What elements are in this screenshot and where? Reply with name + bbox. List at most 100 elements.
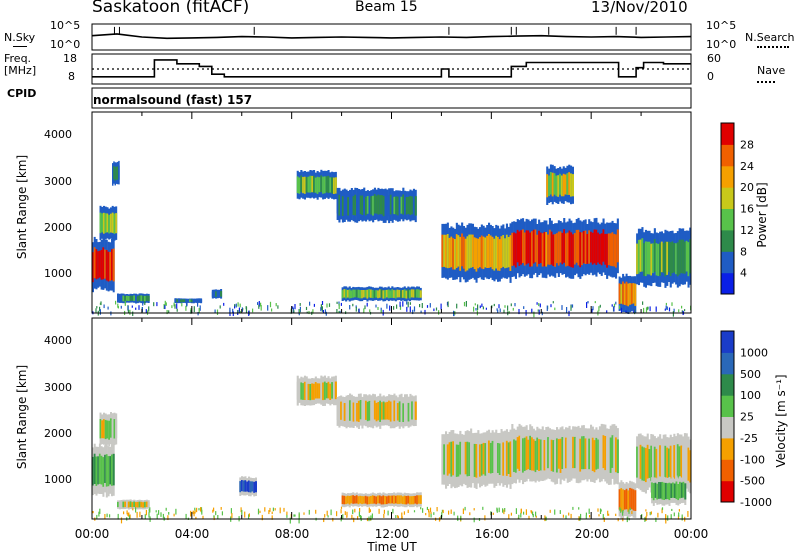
noise-panel-frame <box>91 23 692 51</box>
noise-sky-line <box>91 33 692 40</box>
heatmap-cell <box>662 243 665 273</box>
heatmap-cell <box>253 481 256 493</box>
heatmap-cell <box>118 295 121 302</box>
heatmap-cell <box>389 290 392 298</box>
heatmap-speckle <box>131 305 133 308</box>
heatmap-speckle <box>482 506 484 510</box>
velocity-colorbar-segment <box>721 373 734 396</box>
heatmap-cell <box>673 243 676 273</box>
heatmap-cell <box>482 236 485 270</box>
heatmap-speckle <box>340 302 342 306</box>
heatmap-cell <box>687 447 690 481</box>
heatmap-cell <box>316 176 319 194</box>
heatmap-cell <box>136 296 139 302</box>
heatmap-cell <box>529 435 532 471</box>
heatmap-speckle <box>380 310 382 313</box>
heatmap-speckle <box>413 510 416 513</box>
heatmap-cell <box>689 450 692 483</box>
heatmap-cell <box>660 449 663 481</box>
heatmap-cell <box>98 250 101 278</box>
heatmap-speckle <box>117 303 119 308</box>
heatmap-cell <box>338 194 341 216</box>
heatmap-speckle <box>420 310 422 314</box>
heatmap-cell <box>108 214 111 234</box>
heatmap-cell <box>672 482 674 498</box>
heatmap-cell <box>194 299 197 302</box>
heatmap-cell <box>115 419 118 439</box>
heatmap-speckle <box>213 507 215 512</box>
heatmap-cell <box>547 437 550 469</box>
heatmap-speckle <box>135 307 137 310</box>
heatmap-cell <box>419 495 422 504</box>
heatmap-cell <box>516 229 519 263</box>
heatmap-cell <box>412 289 415 298</box>
heatmap-cell <box>402 194 405 215</box>
heatmap-cell <box>370 289 373 298</box>
heatmap-cell <box>618 489 621 510</box>
heatmap-speckle <box>99 309 101 315</box>
power-colorbar-tick-label: 8 <box>740 245 747 258</box>
heatmap-cell <box>613 233 616 267</box>
heatmap-speckle <box>190 510 192 517</box>
heatmap-cell <box>637 444 640 478</box>
heatmap-cell <box>386 496 389 505</box>
heatmap-speckle <box>168 310 170 314</box>
heatmap-cell <box>357 195 360 215</box>
heatmap-speckle <box>338 311 340 314</box>
heatmap-speckle <box>401 516 403 520</box>
heatmap-cell <box>104 454 107 483</box>
heatmap-cell <box>133 295 136 301</box>
heatmap-cell <box>586 439 589 471</box>
heatmap-cell <box>300 175 303 193</box>
heatmap-cell <box>475 238 478 272</box>
heatmap-speckle <box>481 303 483 307</box>
heatmap-cell <box>248 480 250 493</box>
heatmap-speckle <box>591 308 593 313</box>
heatmap-cell <box>407 402 410 422</box>
heatmap-speckle <box>299 303 301 306</box>
heatmap-cell <box>174 299 177 303</box>
heatmap-cell <box>357 496 360 505</box>
heatmap-speckle <box>248 514 250 519</box>
heatmap-cell <box>396 196 399 216</box>
heatmap-cell <box>659 482 662 499</box>
heatmap-cell <box>366 289 369 299</box>
heatmap-speckle <box>195 516 197 520</box>
velocity-colorbar-segment <box>721 352 734 375</box>
heatmap-cell <box>557 231 560 266</box>
heatmap-cell <box>347 197 350 216</box>
heatmap-cell <box>129 295 132 301</box>
xtick-12: 12:00 <box>374 527 410 541</box>
heatmap-cell <box>627 490 630 512</box>
heatmap-speckle <box>508 514 510 520</box>
heatmap-cell <box>527 439 530 470</box>
heatmap-speckle <box>586 302 588 308</box>
heatmap-speckle <box>503 509 505 515</box>
heatmap-cell <box>113 419 116 439</box>
xtick-20: 20:00 <box>574 527 610 541</box>
heatmap-cell <box>341 196 344 216</box>
heatmap-cell <box>536 437 539 470</box>
heatmap-cell <box>523 437 526 471</box>
heatmap-cell <box>314 177 317 193</box>
heatmap-cell <box>414 401 417 420</box>
heatmap-cell <box>398 289 401 298</box>
heatmap-cell <box>471 234 474 268</box>
heatmap-speckle <box>103 304 105 309</box>
heatmap-cell <box>584 438 587 470</box>
heatmap-speckle <box>438 310 440 315</box>
heatmap-speckle <box>148 306 150 312</box>
heatmap-speckle <box>649 306 651 312</box>
heatmap-speckle <box>181 302 183 307</box>
heatmap-cell <box>651 482 654 499</box>
heatmap-cell <box>532 229 535 264</box>
heatmap-speckle <box>473 306 475 312</box>
heatmap-cell <box>101 213 104 233</box>
heatmap-cell <box>93 247 96 279</box>
heatmap-speckle <box>294 304 296 310</box>
heatmap-speckle <box>298 512 300 519</box>
heatmap-speckle <box>426 506 428 511</box>
heatmap-cell <box>105 454 108 487</box>
heatmap-cell <box>343 195 346 216</box>
heatmap-speckle <box>389 305 391 311</box>
